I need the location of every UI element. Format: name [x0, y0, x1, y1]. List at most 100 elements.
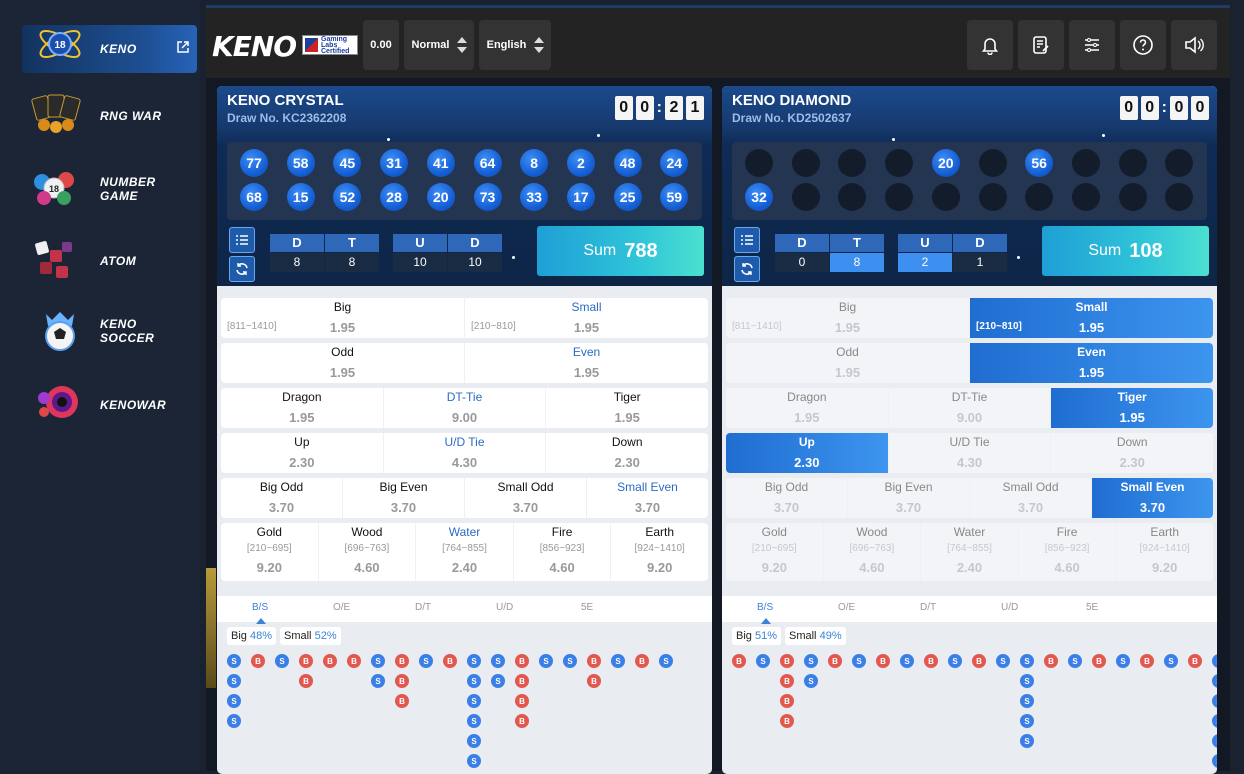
- bet-dragon[interactable]: Dragon 1.95: [221, 388, 384, 428]
- bet-name: Wood: [856, 525, 888, 539]
- bet-odd[interactable]: Odd 1.95: [726, 343, 970, 383]
- balance-value: 0.00: [370, 39, 392, 51]
- bet-row: Up 2.30 U/D Tie 4.30 Down 2.30: [726, 433, 1213, 473]
- road-bead: S: [467, 754, 481, 768]
- bet-fire[interactable]: Fire [856~923] 4.60: [514, 523, 612, 581]
- road-bead: S: [467, 674, 481, 688]
- bet-dt-tie[interactable]: DT-Tie 9.00: [888, 388, 1052, 428]
- bet-range: [210~810]: [976, 321, 1022, 332]
- stat-small: Small 49%: [785, 627, 846, 645]
- list-view-button[interactable]: [229, 227, 255, 253]
- external-link-icon[interactable]: [177, 41, 189, 53]
- road-bead: S: [227, 674, 241, 688]
- bet-fire[interactable]: Fire [856~923] 4.60: [1018, 523, 1117, 581]
- bet-earth[interactable]: Earth [924~1410] 9.20: [611, 523, 708, 581]
- bet-ud-tie[interactable]: U/D Tie 4.30: [888, 433, 1052, 473]
- language-select[interactable]: English: [479, 20, 551, 70]
- bet-history-button[interactable]: [1018, 20, 1064, 70]
- bet-small-even[interactable]: Small Even 3.70: [1092, 478, 1213, 518]
- tab-u-d[interactable]: U/D: [496, 602, 514, 613]
- sidebar-item-keno[interactable]: 18 KENO: [22, 25, 197, 73]
- bet-water[interactable]: Water [764~855] 2.40: [921, 523, 1019, 581]
- tab-b-s[interactable]: B/S: [757, 602, 774, 624]
- bet-name: Dragon: [282, 390, 322, 404]
- mode-select[interactable]: Normal: [404, 20, 474, 70]
- ud-u-value: 10: [393, 253, 447, 272]
- bet-name: Tiger: [1117, 390, 1147, 404]
- bet-ud-tie[interactable]: U/D Tie 4.30: [384, 433, 547, 473]
- bet-row: Dragon 1.95 DT-Tie 9.00 Tiger 1.95: [726, 388, 1213, 428]
- settings-list-button[interactable]: [1069, 20, 1115, 70]
- tab-5e[interactable]: 5E: [581, 602, 594, 613]
- road-bead: S: [756, 654, 770, 668]
- help-button[interactable]: [1120, 20, 1166, 70]
- bet-range: [210~810]: [471, 321, 516, 332]
- bet-dragon[interactable]: Dragon 1.95: [726, 388, 889, 428]
- refresh-button[interactable]: [229, 256, 255, 282]
- bet-tiger[interactable]: Tiger 1.95: [546, 388, 708, 428]
- dt-t-value: 8: [830, 253, 884, 272]
- bet-row: Odd 1.95 Even 1.95: [726, 343, 1213, 383]
- bet-range: [811~1410]: [732, 321, 782, 332]
- mode-value: Normal: [411, 39, 450, 51]
- drawn-ball: 31: [380, 149, 409, 177]
- refresh-button[interactable]: [734, 256, 760, 282]
- bet-up[interactable]: Up 2.30: [221, 433, 384, 473]
- bet-gold[interactable]: Gold [210~695] 9.20: [726, 523, 824, 581]
- bet-small[interactable]: Small [210~810] 1.95: [465, 298, 708, 338]
- sound-button[interactable]: [1171, 20, 1217, 70]
- bet-wood[interactable]: Wood [696~763] 4.60: [319, 523, 417, 581]
- notifications-button[interactable]: [967, 20, 1013, 70]
- list-view-button[interactable]: [734, 227, 760, 253]
- tab-o-e[interactable]: O/E: [838, 602, 856, 613]
- bet-small-even[interactable]: Small Even 3.70: [587, 478, 708, 518]
- bet-small-odd[interactable]: Small Odd 3.70: [970, 478, 1092, 518]
- sidebar-item-number-game[interactable]: 18 NUMBER GAME: [22, 165, 197, 213]
- bet-odds: 2.30: [1119, 455, 1145, 470]
- sidebar-item-rng-war[interactable]: RNG WAR: [22, 92, 197, 140]
- sidebar-item-keno-soccer[interactable]: KENO SOCCER: [22, 307, 197, 355]
- drawn-ball: 15: [286, 183, 315, 211]
- bet-small-odd[interactable]: Small Odd 3.70: [465, 478, 587, 518]
- bet-big-odd[interactable]: Big Odd 3.70: [221, 478, 343, 518]
- tab-d-t[interactable]: D/T: [920, 602, 937, 613]
- bet-up[interactable]: Up 2.30: [726, 433, 889, 473]
- bet-even[interactable]: Even 1.95: [465, 343, 708, 383]
- bet-down[interactable]: Down 2.30: [1051, 433, 1213, 473]
- bet-wood[interactable]: Wood [696~763] 4.60: [823, 523, 922, 581]
- stat-big-value: 48%: [249, 630, 272, 642]
- bet-tiger[interactable]: Tiger 1.95: [1051, 388, 1213, 428]
- road-bead: S: [467, 694, 481, 708]
- bet-even[interactable]: Even 1.95: [970, 343, 1213, 383]
- bet-name: Dragon: [787, 390, 827, 404]
- drawn-ball: 32: [745, 183, 773, 211]
- road-bead: S: [467, 734, 481, 748]
- sidebar-item-label: KENO SOCCER: [100, 317, 155, 345]
- tab-u-d[interactable]: U/D: [1001, 602, 1019, 613]
- tab-o-e[interactable]: O/E: [333, 602, 351, 613]
- bet-water[interactable]: Water [764~855] 2.40: [416, 523, 514, 581]
- tab-d-t[interactable]: D/T: [415, 602, 432, 613]
- bet-odd[interactable]: Odd 1.95: [221, 343, 465, 383]
- bet-dt-tie[interactable]: DT-Tie 9.00: [384, 388, 547, 428]
- road-bead: S: [1116, 654, 1130, 668]
- tab-b-s[interactable]: B/S: [252, 602, 269, 624]
- bet-big[interactable]: Big [811~1410] 1.95: [221, 298, 465, 338]
- rng-war-logo-icon: [22, 91, 86, 141]
- drawn-ball: [1071, 183, 1100, 211]
- bet-odds: 9.00: [451, 410, 478, 425]
- bet-big-even[interactable]: Big Even 3.70: [848, 478, 970, 518]
- bet-range: [856~923]: [1044, 543, 1090, 554]
- bet-big[interactable]: Big [811~1410] 1.95: [726, 298, 970, 338]
- sidebar-item-atom[interactable]: ATOM: [22, 237, 197, 285]
- bet-earth[interactable]: Earth [924~1410] 9.20: [1116, 523, 1213, 581]
- sidebar-item-kenowar[interactable]: KENOWAR: [22, 381, 197, 429]
- bet-big-odd[interactable]: Big Odd 3.70: [726, 478, 848, 518]
- bet-big-even[interactable]: Big Even 3.70: [343, 478, 465, 518]
- bet-row: Dragon 1.95 DT-Tie 9.00 Tiger 1.95: [221, 388, 708, 428]
- bet-down[interactable]: Down 2.30: [546, 433, 708, 473]
- tab-5e[interactable]: 5E: [1086, 602, 1099, 613]
- bet-small[interactable]: Small [210~810] 1.95: [970, 298, 1213, 338]
- bet-gold[interactable]: Gold [210~695] 9.20: [221, 523, 319, 581]
